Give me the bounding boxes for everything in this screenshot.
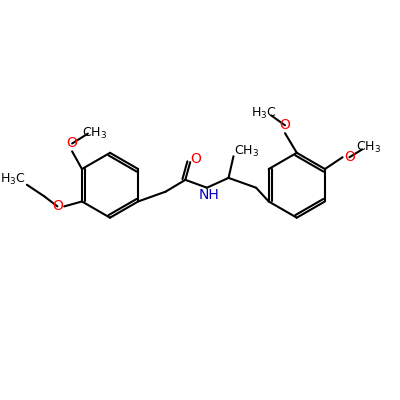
Text: CH$_3$: CH$_3$ [356, 140, 381, 155]
Text: O: O [67, 136, 78, 150]
Text: O: O [344, 150, 355, 164]
Text: H$_3$C: H$_3$C [0, 172, 26, 188]
Text: CH$_3$: CH$_3$ [234, 144, 259, 159]
Text: O: O [52, 199, 63, 213]
Text: NH: NH [198, 188, 219, 202]
Text: O: O [191, 152, 202, 166]
Text: H$_3$C: H$_3$C [250, 106, 276, 121]
Text: CH$_3$: CH$_3$ [82, 126, 107, 141]
Text: O: O [280, 118, 290, 132]
